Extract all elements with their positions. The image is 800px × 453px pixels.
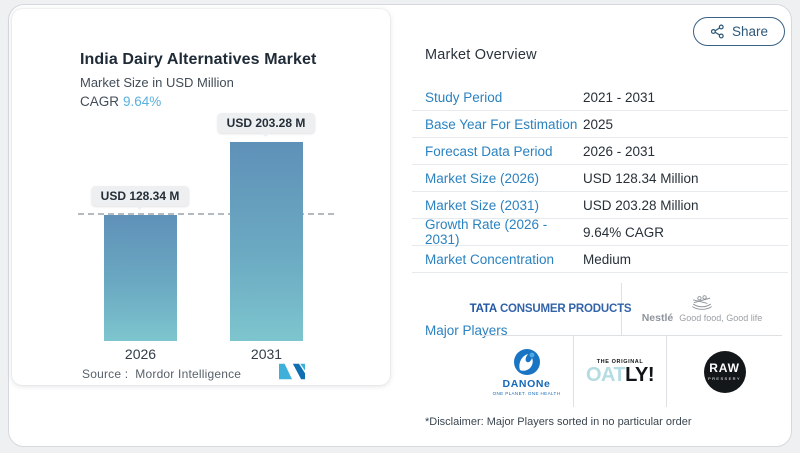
nestle-tagline: Good food, Good life	[679, 313, 763, 323]
row-label: Growth Rate (2026 - 2031)	[425, 217, 548, 247]
mordor-intelligence-logo-icon	[279, 363, 305, 380]
tata-wordmark: TATA	[469, 303, 498, 315]
bar-2031[interactable]	[230, 141, 303, 341]
logo-danone: DANONe ONE PLANET. ONE HEALTH	[480, 336, 574, 407]
row-label: Base Year For Estimation	[425, 116, 578, 132]
logo-nestle: Nestlé Good food, Good life	[622, 283, 782, 335]
row-value: USD 203.28 Million	[583, 197, 699, 213]
danone-wordmark: DANONe	[502, 377, 551, 390]
logo-tata-consumer-products: TATA CONSUMER PRODUCTS	[470, 283, 632, 335]
share-button[interactable]: Share	[692, 17, 785, 46]
major-players-label: Major Players	[425, 323, 508, 338]
row-label: Study Period	[425, 89, 503, 105]
table-row-base-year: Base Year For Estimation 2025	[412, 111, 788, 138]
chart-cagr: CAGR 9.64%	[80, 94, 161, 109]
bar-chart: USD 128.34 M USD 203.28 M 2026 2031	[12, 9, 390, 385]
raw-wordmark: RAW	[709, 361, 740, 375]
table-row-market-size-2031: Market Size (2031) USD 203.28 Million	[412, 192, 788, 219]
table-row-market-concentration: Market Concentration Medium	[412, 246, 788, 273]
x-axis-label-2031: 2031	[250, 346, 283, 362]
row-value: Medium	[583, 251, 632, 267]
row-label: Market Concentration	[425, 251, 555, 267]
row-value: 2026 - 2031	[583, 143, 656, 159]
major-players-logos: TATA CONSUMER PRODUCTS	[470, 283, 782, 407]
chart-card: India Dairy Alternatives Market Market S…	[12, 9, 390, 385]
cagr-value: 9.64%	[123, 94, 162, 109]
oatly-oat: OAT	[585, 363, 626, 386]
nestle-wordmark: Nestlé	[641, 312, 674, 324]
tata-subtext: CONSUMER PRODUCTS	[499, 303, 632, 315]
overview-table: Study Period 2021 - 2031 Base Year For E…	[412, 84, 788, 273]
bar-2026[interactable]	[104, 215, 177, 341]
chart-title: India Dairy Alternatives Market	[80, 51, 317, 68]
cagr-label: CAGR	[80, 94, 120, 109]
table-row-growth-rate: Growth Rate (2026 - 2031) 9.64% CAGR	[412, 217, 788, 247]
logo-oatly: THE ORIGINAL OATLY!	[574, 336, 667, 407]
bar-2031-value-tooltip: USD 203.28 M	[217, 112, 315, 133]
table-row-study-period: Study Period 2021 - 2031	[412, 84, 788, 111]
chart-subtitle: Market Size in USD Million	[80, 75, 234, 90]
disclaimer-text: *Disclaimer: Major Players sorted in no …	[425, 416, 692, 428]
table-row-market-size-2026: Market Size (2026) USD 128.34 Million	[412, 165, 788, 192]
oatly-the-original: THE ORIGINAL	[596, 358, 644, 365]
danone-tagline: ONE PLANET. ONE HEALTH	[492, 390, 561, 396]
x-axis-label-2026: 2026	[124, 346, 157, 362]
oatly-ly: LY!	[625, 363, 655, 386]
share-button-label: Share	[731, 24, 768, 39]
source-label: Source :	[82, 367, 129, 381]
share-icon	[710, 24, 724, 39]
bar-2026-value-tooltip: USD 128.34 M	[91, 186, 189, 207]
row-label: Forecast Data Period	[425, 143, 553, 159]
nestle-nest-icon	[692, 295, 712, 310]
table-row-forecast-period: Forecast Data Period 2026 - 2031	[412, 138, 788, 165]
row-label: Market Size (2026)	[425, 170, 540, 186]
danone-globe-icon	[513, 348, 540, 375]
reference-dashed-line	[78, 213, 334, 216]
source-value: Mordor Intelligence	[135, 367, 242, 381]
row-value: 2021 - 2031	[583, 89, 656, 105]
raw-circle-badge: RAW PRESSERY	[703, 350, 746, 393]
row-label: Market Size (2031)	[425, 197, 540, 213]
market-overview-panel: Market Overview Study Period 2021 - 2031…	[412, 40, 790, 448]
logo-raw-pressery: RAW PRESSERY	[667, 336, 782, 407]
raw-subtext: PRESSERY	[708, 376, 741, 381]
row-value: USD 128.34 Million	[583, 170, 699, 186]
panel-title: Market Overview	[425, 47, 537, 63]
chart-source: Source : Mordor Intelligence	[82, 367, 241, 381]
row-value: 9.64% CAGR	[583, 224, 665, 240]
row-value: 2025	[583, 116, 614, 132]
